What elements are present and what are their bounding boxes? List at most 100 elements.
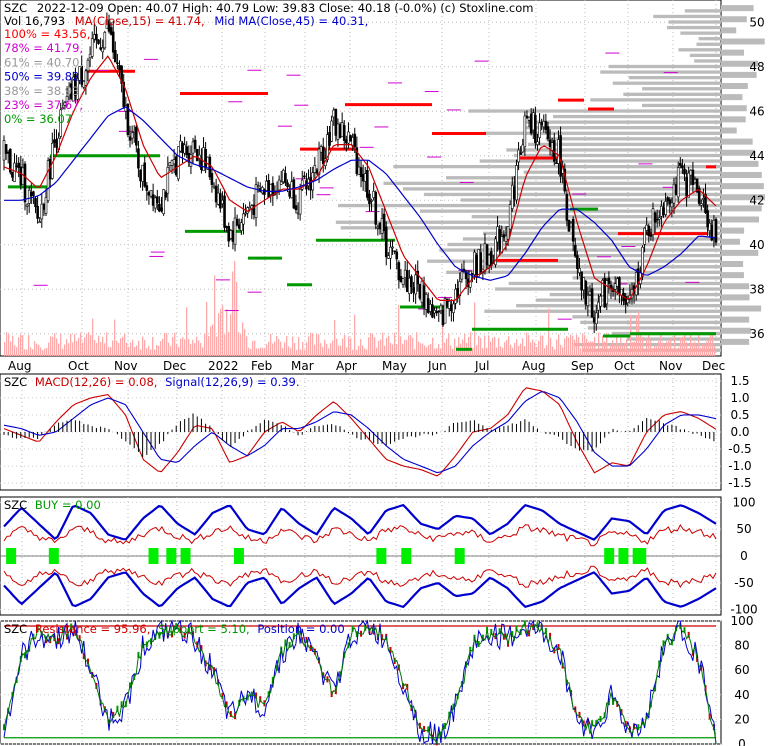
position-candle [141, 641, 144, 648]
candle-body [288, 190, 291, 197]
x-tick-label: Dec [163, 359, 186, 373]
candle-body [643, 227, 646, 245]
candle-body [657, 217, 661, 220]
volume-profile-bar [721, 327, 751, 334]
candle-body [95, 33, 98, 41]
candle-body [567, 219, 571, 232]
y-tick-label: 48 [749, 60, 764, 74]
candle-body [666, 197, 669, 202]
candle-body [552, 140, 556, 162]
volume-profile-bar [446, 270, 721, 274]
position-candle [179, 627, 182, 634]
candle-body [464, 271, 468, 280]
candle-body [225, 226, 228, 229]
volume-bar [558, 334, 560, 356]
volume-bar [642, 337, 644, 356]
candle-body [378, 222, 382, 230]
volume-bar [556, 339, 558, 356]
macd-value: MACD(12,26) = 0.08, [35, 375, 158, 389]
volume-bar [218, 313, 220, 356]
volume-bar [300, 349, 302, 356]
volume-profile-bar [721, 316, 750, 323]
volume-bar [628, 349, 630, 356]
volume-bar [650, 340, 652, 356]
position-candle [187, 627, 190, 634]
volume-bar [568, 337, 570, 356]
candle-body [147, 192, 151, 196]
candle-body [277, 179, 281, 191]
x-tick-label: May [382, 359, 407, 373]
position-green-line [3, 623, 717, 745]
candle-body [363, 173, 367, 182]
volume-profile-bar [721, 238, 740, 245]
candle-body [704, 193, 707, 213]
volume-bar [572, 335, 574, 356]
volume-bar [26, 349, 28, 356]
x-tick-label: 2022 [208, 359, 239, 373]
candle-body [84, 70, 88, 86]
volume-bar [706, 341, 708, 356]
volume-profile-bar [506, 148, 721, 152]
candle-body [569, 222, 573, 228]
candle-body [702, 198, 705, 200]
volume-profile-bar [427, 259, 721, 263]
candle-body [11, 171, 14, 178]
candle-body [536, 141, 539, 145]
svg-text:Vol 16,793 MA(Close,15) =: Vol 16,793 MA(Close,15) = 41.74, Mid MA(… [4, 14, 368, 28]
y-tick-label: 0 [738, 737, 746, 746]
candle-body [534, 114, 537, 144]
candle-body [227, 226, 231, 242]
volume-bar [662, 342, 664, 356]
volume-bar [8, 334, 10, 356]
candle-body [550, 142, 554, 151]
candle-body [267, 180, 270, 198]
volume-bar [710, 334, 712, 356]
candle-body [391, 246, 394, 249]
volume-bar [74, 333, 76, 356]
candle-body [693, 179, 697, 183]
position-candle [469, 646, 472, 653]
candle-body [6, 151, 10, 154]
volume-bar [412, 337, 414, 356]
candle-body [424, 294, 428, 310]
volume-bar [120, 338, 122, 356]
candle-body [647, 225, 651, 237]
candle-body [151, 194, 155, 206]
volume-bar [208, 336, 210, 356]
volume-bar [714, 345, 716, 356]
volume-bar [386, 337, 388, 356]
volume-bar [576, 334, 578, 356]
candle-body [279, 181, 283, 185]
buy-ticker: SZC [4, 498, 27, 512]
volume-bar [604, 341, 606, 356]
candle-body [502, 234, 506, 238]
volume-profile-bar [653, 14, 721, 19]
candle-body [114, 49, 117, 63]
volume-profile-bar [721, 216, 759, 223]
volume-profile-bar [721, 83, 748, 89]
candle-body [221, 199, 224, 205]
volume-bar [36, 343, 38, 356]
position-candle [150, 638, 153, 645]
volume-profile-bar [523, 170, 721, 174]
volume-bar [408, 335, 410, 356]
volume-bar [128, 346, 130, 356]
volume-bar [454, 338, 456, 356]
y-tick-label: 42 [749, 193, 764, 207]
candle-body [366, 170, 369, 198]
candle-body [290, 181, 294, 199]
x-tick-label: Sep [571, 359, 594, 373]
candle-body [519, 152, 522, 155]
volume-bar [704, 345, 706, 356]
volume-bar [374, 337, 376, 356]
volume-bar [688, 348, 690, 356]
candle-body [418, 283, 422, 299]
volume-bar [14, 345, 16, 356]
volume-bar [148, 345, 150, 356]
volume-profile-bar [482, 231, 721, 236]
candle-body [160, 207, 163, 212]
volume-bar [492, 337, 494, 356]
volume-profile-bar [516, 304, 721, 308]
volume-bar [318, 334, 320, 356]
candle-body [27, 189, 31, 204]
